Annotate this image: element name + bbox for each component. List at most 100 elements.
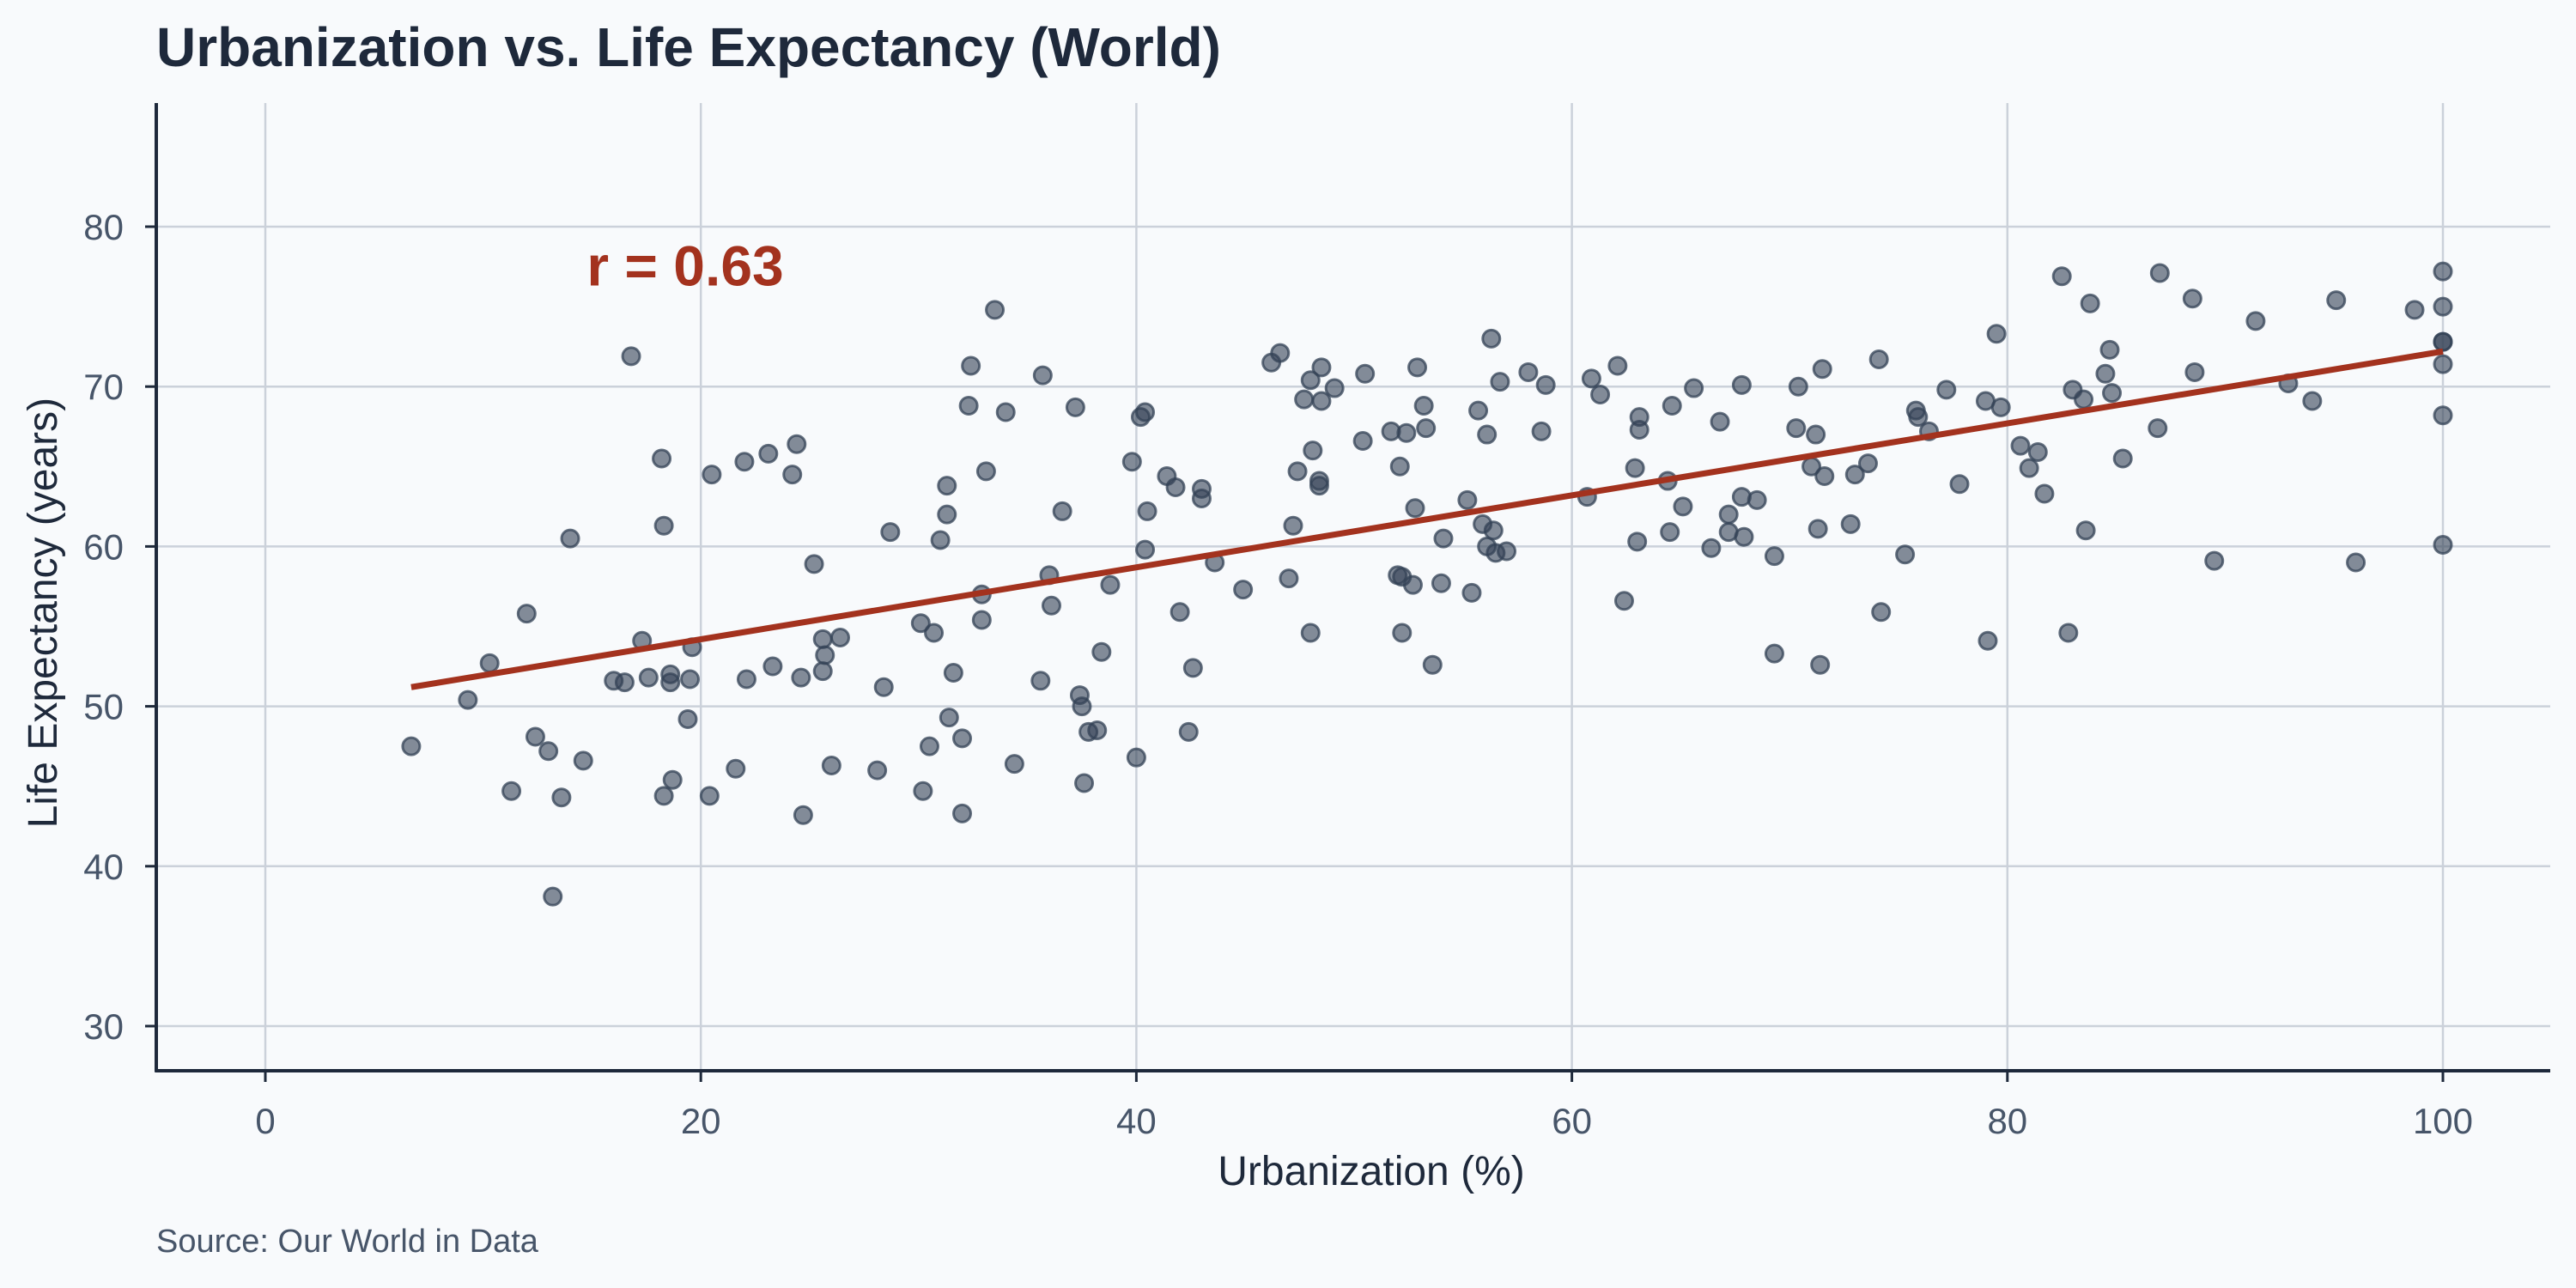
data-point xyxy=(2245,311,2266,331)
data-point xyxy=(2404,300,2425,320)
data-point xyxy=(2433,354,2453,374)
data-point xyxy=(1303,440,1323,461)
data-point xyxy=(1490,372,1510,392)
data-point xyxy=(1625,458,1645,478)
data-point xyxy=(975,461,996,482)
y-tick-label: 50 xyxy=(83,687,124,727)
data-point xyxy=(621,346,641,367)
data-point xyxy=(525,726,545,747)
data-point xyxy=(1433,528,1454,549)
data-point xyxy=(1352,431,1373,452)
data-point xyxy=(913,781,933,801)
data-point xyxy=(1468,400,1489,421)
data-point xyxy=(1072,696,1092,717)
data-point xyxy=(1461,582,1482,603)
data-point xyxy=(1581,368,1601,389)
data-point xyxy=(1477,424,1498,445)
data-point xyxy=(1481,328,1502,349)
data-point xyxy=(1844,465,1865,485)
data-point xyxy=(1684,378,1704,398)
data-point xyxy=(952,803,973,823)
data-point xyxy=(573,750,593,771)
data-point xyxy=(793,805,813,825)
data-point xyxy=(958,396,979,416)
data-point xyxy=(726,758,746,779)
data-point xyxy=(2182,289,2202,309)
data-point xyxy=(995,402,1016,422)
data-point xyxy=(1868,349,1889,370)
data-point xyxy=(1032,365,1053,386)
x-tick-label: 40 xyxy=(1116,1101,1157,1141)
data-point xyxy=(1074,773,1095,793)
grid xyxy=(156,103,2550,1071)
data-point xyxy=(952,728,973,749)
data-point xyxy=(1812,359,1832,380)
data-point xyxy=(1279,568,1299,589)
data-point xyxy=(1233,580,1254,600)
data-point xyxy=(2112,448,2133,469)
data-point xyxy=(2433,405,2453,426)
x-tick-label: 60 xyxy=(1552,1101,1592,1141)
x-tick-label: 80 xyxy=(1987,1101,2027,1141)
data-point xyxy=(1734,526,1754,547)
data-point xyxy=(736,669,756,690)
data-point xyxy=(653,515,674,536)
correlation-annotation: r = 0.63 xyxy=(586,234,783,298)
data-point xyxy=(815,645,835,665)
data-point xyxy=(1165,477,1186,498)
data-point xyxy=(1294,389,1315,410)
data-point xyxy=(699,786,720,806)
data-point xyxy=(2051,266,2072,287)
data-point xyxy=(1764,546,1784,567)
data-point xyxy=(1673,496,1693,517)
data-point xyxy=(919,736,939,756)
axes xyxy=(145,103,2550,1082)
data-point xyxy=(551,787,572,808)
data-point xyxy=(1389,456,1410,477)
data-point xyxy=(910,613,931,634)
data-point xyxy=(2034,483,2055,504)
data-point xyxy=(1497,541,1517,562)
data-point xyxy=(1041,595,1061,616)
data-point xyxy=(1949,474,1970,495)
data-point xyxy=(1004,754,1024,775)
x-tick-label: 0 xyxy=(255,1101,275,1141)
data-point xyxy=(1431,573,1451,593)
data-point xyxy=(660,672,681,693)
chart-title: Urbanization vs. Life Expectancy (World) xyxy=(156,16,1221,78)
data-point xyxy=(1355,363,1376,384)
data-point xyxy=(1590,385,1611,405)
data-point xyxy=(758,443,779,464)
data-point xyxy=(2102,383,2123,404)
data-point xyxy=(1121,452,1142,472)
data-point xyxy=(930,530,951,550)
data-point xyxy=(2027,442,2048,463)
data-point xyxy=(791,667,811,688)
data-point xyxy=(1392,623,1413,643)
data-point xyxy=(943,662,963,683)
data-point xyxy=(1087,720,1108,741)
y-tick-label: 30 xyxy=(83,1006,124,1047)
data-point xyxy=(1287,461,1308,482)
data-point xyxy=(458,690,478,710)
x-tick-label: 100 xyxy=(2413,1101,2473,1141)
data-point xyxy=(782,465,803,485)
data-point xyxy=(1182,658,1203,678)
data-point xyxy=(614,672,635,693)
data-point xyxy=(1052,501,1072,521)
data-point xyxy=(1135,539,1156,560)
data-point xyxy=(937,504,957,525)
data-point xyxy=(1662,396,1682,416)
data-point xyxy=(1629,419,1649,440)
data-point xyxy=(1660,522,1680,543)
data-point xyxy=(1814,465,1835,486)
data-point xyxy=(1407,357,1428,378)
data-point xyxy=(1309,476,1329,496)
data-point xyxy=(2019,458,2039,478)
data-point xyxy=(1535,374,1556,395)
y-tick-label: 80 xyxy=(83,207,124,247)
data-point xyxy=(1908,407,1929,428)
data-point xyxy=(680,669,701,690)
data-point xyxy=(1807,519,1828,539)
